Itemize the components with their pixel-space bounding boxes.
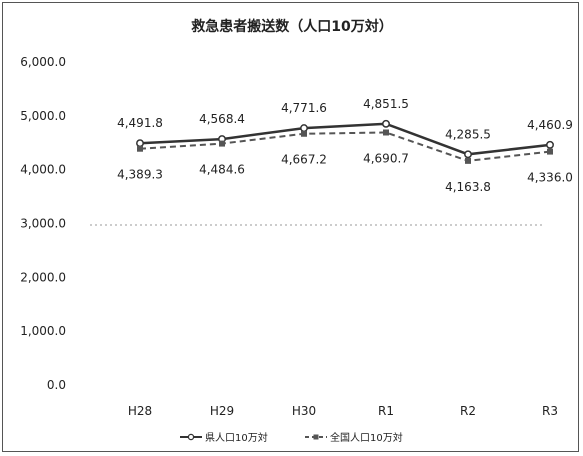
legend-marker: [313, 434, 319, 440]
x-axis: H28 H29 H30 R1 R2 R3: [128, 404, 558, 418]
y-tick-label: 2,000.0: [20, 270, 66, 284]
series-line: [139, 122, 551, 156]
series-layer: [136, 119, 554, 164]
data-label: 4,484.6: [199, 163, 245, 177]
x-tick-label: R3: [542, 404, 558, 418]
data-point: [383, 129, 389, 136]
data-label: 4,163.8: [445, 180, 491, 194]
data-labels: 4,491.8 4,568.4 4,771.6 4,851.5 4,285.5 4,460…: [117, 97, 573, 194]
data-label: 4,336.0: [527, 171, 573, 185]
y-tick-label: 0.0: [47, 378, 66, 392]
legend: 県人口10万対 全国人口10万対: [180, 431, 403, 444]
chart-frame: [2, 2, 579, 452]
x-tick-label: R2: [460, 404, 476, 418]
y-axis: 6,000.0 5,000.0 4,000.0 3,000.0 2,000.0 1,000…: [20, 55, 66, 392]
y-tick-label: 3,000.0: [20, 217, 66, 231]
data-label: 4,491.8: [117, 116, 163, 130]
data-point: [137, 145, 143, 152]
data-label: 4,285.5: [445, 127, 491, 141]
y-tick-label: 1,000.0: [20, 324, 66, 338]
data-point: [219, 140, 225, 147]
data-point: [136, 139, 144, 148]
x-tick-label: H29: [210, 404, 234, 418]
data-label: 4,771.6: [281, 101, 327, 115]
data-label: 4,667.2: [281, 153, 327, 167]
series-line: [139, 131, 551, 162]
data-label: 4,389.3: [117, 168, 163, 182]
x-tick-label: H30: [292, 404, 316, 418]
data-point: [382, 119, 390, 128]
legend-entry: 県人口10万対: [205, 431, 268, 444]
data-label: 4,851.5: [363, 97, 409, 111]
data-point: [465, 157, 471, 164]
y-tick-label: 4,000.0: [20, 163, 66, 177]
y-tick-label: 6,000.0: [20, 55, 66, 69]
legend-marker: [187, 433, 195, 441]
data-label: 4,690.7: [363, 151, 409, 165]
chart-title: 救急患者搬送数（人口10万対）: [191, 18, 392, 35]
data-label: 4,568.4: [199, 112, 245, 126]
data-point: [464, 150, 472, 159]
legend-entry: 全国人口10万対: [330, 431, 403, 444]
data-point: [301, 130, 307, 137]
x-tick-label: H28: [128, 404, 152, 418]
data-point: [547, 148, 553, 155]
x-tick-label: R1: [378, 404, 394, 418]
data-label: 4,460.9: [527, 118, 573, 132]
data-point: [546, 140, 554, 149]
y-tick-label: 5,000.0: [20, 109, 66, 123]
data-point: [300, 124, 308, 133]
